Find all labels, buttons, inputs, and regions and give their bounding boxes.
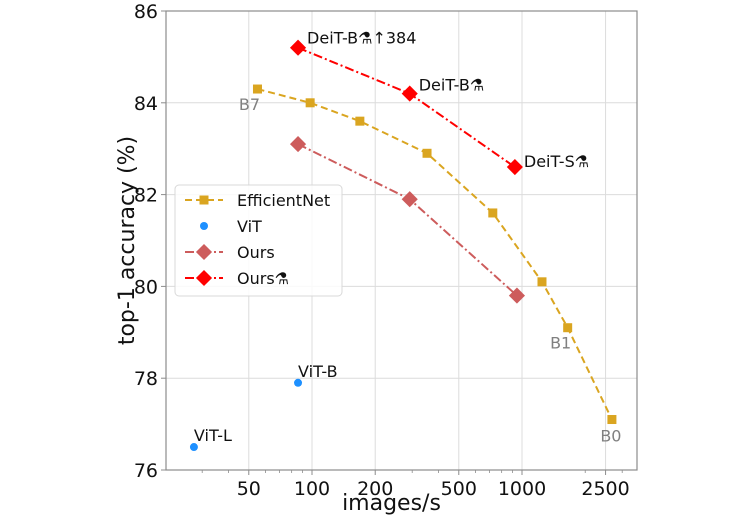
series-layer	[189, 39, 617, 452]
legend-marker	[199, 195, 209, 205]
plot-border	[165, 10, 638, 471]
annotation-label: DeiT-B⚗↑384	[307, 29, 416, 48]
legend-label: Ours	[237, 243, 275, 262]
data-point	[289, 39, 307, 56]
data-point	[189, 443, 198, 452]
y-tick-label: 76	[134, 460, 158, 482]
legend: EfficientNet ViT Ours Ours⚗	[174, 184, 343, 297]
axis-ticks: 50 100 200 500 1000 2500 76 78 80 82 84 86	[134, 1, 630, 500]
data-point	[506, 159, 523, 176]
annotation-label: DeiT-B⚗	[419, 76, 484, 95]
annotation-label: ViT-B	[298, 362, 338, 381]
data-point	[607, 415, 617, 425]
x-tick-label: 2500	[581, 478, 629, 500]
legend-item: Ours	[185, 243, 275, 262]
legend-item: Ours⚗	[185, 269, 289, 288]
series-line	[257, 88, 613, 420]
series-ours-distilled	[289, 39, 523, 176]
legend-item: ViT	[200, 217, 262, 236]
legend-label: ViT	[237, 217, 262, 236]
series-line	[297, 46, 516, 168]
annotation-label: B1	[550, 334, 571, 353]
annotations: DeiT-B⚗↑384 DeiT-B⚗ DeiT-S⚗ ViT-B ViT-L B7 B1 B…	[194, 29, 622, 446]
y-axis-label: top-1 accuracy (%)	[115, 136, 140, 345]
y-tick-label: 86	[134, 1, 158, 23]
series-efficientnet	[252, 84, 617, 425]
legend-label: EfficientNet	[237, 191, 330, 210]
y-tick-label: 80	[134, 276, 158, 298]
data-point	[488, 208, 498, 218]
x-tick-label: 200	[357, 478, 393, 500]
data-point	[305, 98, 315, 108]
data-point	[422, 148, 432, 158]
legend-box	[174, 184, 343, 297]
legend-marker	[200, 222, 208, 230]
legend-item: EfficientNet	[185, 191, 330, 210]
y-tick-label: 78	[134, 368, 158, 390]
data-point	[563, 323, 573, 333]
x-tick-label: 50	[237, 478, 261, 500]
x-tick-label: 100	[294, 478, 330, 500]
data-point	[401, 85, 418, 102]
data-point	[294, 378, 303, 387]
data-point	[508, 287, 525, 304]
series-vit	[189, 378, 303, 452]
data-point	[289, 136, 307, 153]
data-point	[355, 116, 365, 126]
y-tick-label: 84	[134, 93, 158, 115]
x-tick-label: 1000	[498, 478, 546, 500]
annotation-label: DeiT-S⚗	[524, 152, 589, 171]
annotation-label: B7	[239, 95, 260, 114]
x-axis-label: images/s	[342, 491, 441, 516]
annotation-label: B0	[600, 427, 621, 446]
series-ours	[289, 136, 525, 304]
legend-marker	[195, 269, 213, 287]
x-tick-label: 500	[441, 478, 477, 500]
legend-marker	[195, 243, 213, 261]
legend-label: Ours⚗	[237, 269, 289, 288]
data-point	[537, 277, 547, 287]
data-point	[401, 191, 418, 208]
plot-frame	[165, 10, 638, 471]
y-tick-label: 82	[134, 185, 158, 207]
data-point	[252, 84, 262, 94]
annotation-label: ViT-L	[194, 426, 232, 445]
